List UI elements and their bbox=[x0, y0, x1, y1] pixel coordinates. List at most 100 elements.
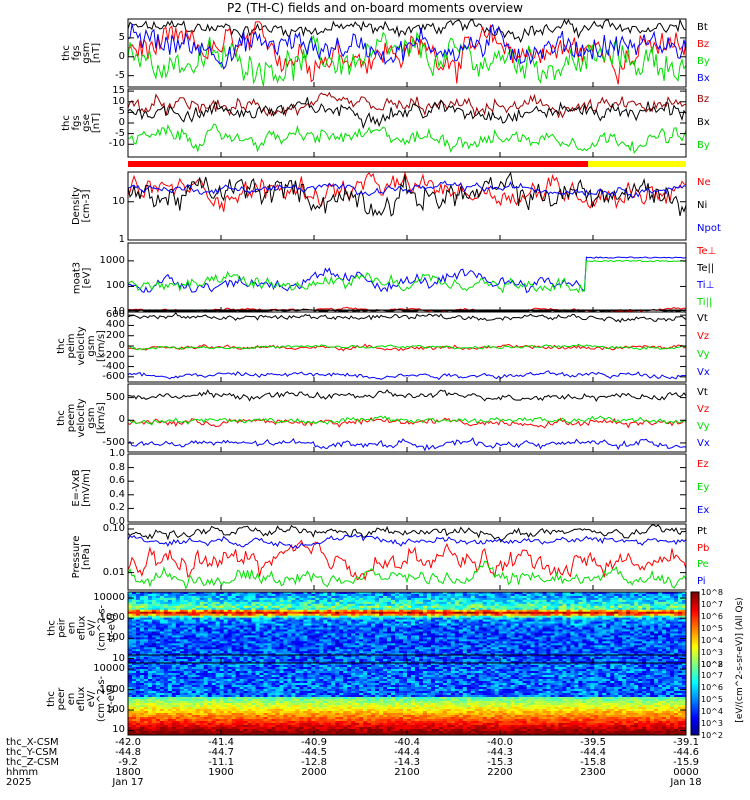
spectrogram-cell bbox=[434, 617, 440, 621]
spectrogram-cell bbox=[450, 605, 456, 609]
spectrogram-cell bbox=[654, 597, 659, 601]
spectrogram-cell bbox=[626, 607, 631, 611]
spectrogram-cell bbox=[634, 655, 639, 658]
spectrogram-cell bbox=[227, 623, 233, 626]
spectrogram-cell bbox=[458, 649, 464, 652]
spectrogram-cell bbox=[562, 595, 567, 599]
spectrogram-cell bbox=[546, 595, 551, 599]
spectrogram-cell bbox=[502, 607, 508, 611]
spectrogram-cell bbox=[203, 635, 209, 638]
spectrogram-cell bbox=[530, 659, 535, 662]
spectrogram-cell bbox=[263, 639, 268, 642]
spectrogram-cell bbox=[307, 609, 312, 613]
spectrogram-cell bbox=[355, 651, 360, 654]
spectrogram-cell bbox=[139, 649, 145, 652]
spectrogram-cell bbox=[195, 655, 201, 658]
spectrogram-cell bbox=[379, 653, 384, 656]
spectrogram-cell bbox=[367, 593, 372, 597]
spectrogram-cell bbox=[414, 639, 420, 642]
spectrogram-cell bbox=[550, 615, 555, 619]
spectrogram-cell bbox=[375, 592, 380, 595]
spectrogram-cell bbox=[502, 647, 508, 650]
spectrogram-cell bbox=[339, 633, 344, 636]
spectrogram-cell bbox=[418, 592, 424, 595]
spectrogram-cell bbox=[363, 647, 368, 650]
spectrogram-cell bbox=[546, 647, 551, 650]
spectrogram-cell bbox=[243, 629, 248, 632]
spectrogram-cell bbox=[430, 633, 436, 636]
spectrogram-cell bbox=[395, 605, 400, 609]
spectrogram-cell bbox=[339, 615, 344, 619]
spectrogram-cell bbox=[658, 593, 663, 597]
spectrogram-cell bbox=[155, 592, 161, 595]
spectrogram-cell bbox=[343, 615, 348, 619]
spectrogram-cell bbox=[199, 631, 205, 634]
spectrogram-cell bbox=[454, 645, 460, 648]
spectrogram-cell bbox=[203, 629, 209, 632]
spectrogram-cell bbox=[155, 639, 161, 642]
spectrogram-cell bbox=[434, 639, 440, 642]
spectrogram-cell bbox=[151, 619, 157, 622]
spectrogram-cell bbox=[315, 629, 320, 632]
spectrogram-cell bbox=[450, 619, 456, 622]
spectrogram-cell bbox=[478, 619, 484, 622]
spectrogram-cell bbox=[498, 639, 504, 642]
spectrogram-cell bbox=[303, 657, 308, 660]
spectrogram-cell bbox=[610, 607, 615, 611]
spectrogram-cell bbox=[526, 631, 531, 634]
spectrogram-cell bbox=[498, 619, 504, 622]
spectrogram-cell bbox=[582, 597, 587, 601]
spectrogram-cell bbox=[598, 651, 603, 654]
spectrogram-cell bbox=[606, 613, 611, 617]
spectrogram-cell bbox=[271, 601, 276, 605]
spectrogram-cell bbox=[147, 649, 153, 652]
spectrogram-cell bbox=[379, 605, 384, 609]
spectrogram-cell bbox=[363, 625, 368, 628]
spectrogram-cell bbox=[343, 593, 348, 597]
spectrogram-cell bbox=[283, 597, 288, 601]
spectrogram-cell bbox=[163, 649, 169, 652]
spectrogram-cell bbox=[410, 597, 416, 601]
spectrogram-cell bbox=[482, 625, 488, 628]
spectrogram-cell bbox=[371, 647, 376, 650]
spectrogram-cell bbox=[251, 641, 256, 644]
spectrogram-cell bbox=[375, 601, 380, 605]
spectrogram-cell bbox=[295, 607, 300, 611]
spectrogram-cell bbox=[414, 647, 420, 650]
spectrogram-cell bbox=[371, 605, 376, 609]
spectrogram-cell bbox=[311, 633, 316, 636]
spectrogram-cell bbox=[307, 655, 312, 658]
spectrogram-cell bbox=[494, 613, 500, 617]
spectrogram-cell bbox=[267, 593, 272, 597]
spectrogram-cell bbox=[191, 595, 197, 599]
spectrogram-cell bbox=[319, 655, 324, 658]
spectrogram-cell bbox=[299, 611, 304, 615]
spectrogram-cell bbox=[622, 649, 627, 652]
spectrogram-cell bbox=[151, 623, 157, 626]
spectrogram-cell bbox=[339, 655, 344, 658]
spectrogram-cell bbox=[128, 627, 133, 630]
spectrogram-cell bbox=[574, 631, 579, 634]
spectrogram-cell bbox=[626, 645, 631, 648]
spectrogram-cell bbox=[414, 651, 420, 654]
spectrogram-cell bbox=[510, 623, 516, 626]
spectrogram-cell bbox=[159, 639, 165, 642]
spectrogram-cell bbox=[307, 603, 312, 607]
spectrogram-cell bbox=[546, 633, 551, 636]
spectrogram-cell bbox=[163, 611, 169, 615]
spectrogram-cell bbox=[606, 619, 611, 622]
spectrogram-cell bbox=[159, 597, 165, 601]
spectrogram-cell bbox=[391, 621, 396, 624]
spectrogram-cell bbox=[283, 595, 288, 599]
spectrogram-cell bbox=[666, 623, 671, 626]
spectrogram-cell bbox=[175, 659, 181, 662]
spectrogram-cell bbox=[594, 645, 599, 648]
spectrogram-cell bbox=[662, 637, 667, 640]
spectrogram-cell bbox=[570, 617, 575, 621]
spectrogram-cell bbox=[199, 607, 205, 611]
spectrogram-cell bbox=[662, 657, 667, 660]
spectrogram-cell bbox=[498, 603, 504, 607]
spectrogram-cell bbox=[490, 593, 496, 597]
spectrogram-cell bbox=[271, 599, 276, 603]
spectrogram-cell bbox=[530, 595, 535, 599]
